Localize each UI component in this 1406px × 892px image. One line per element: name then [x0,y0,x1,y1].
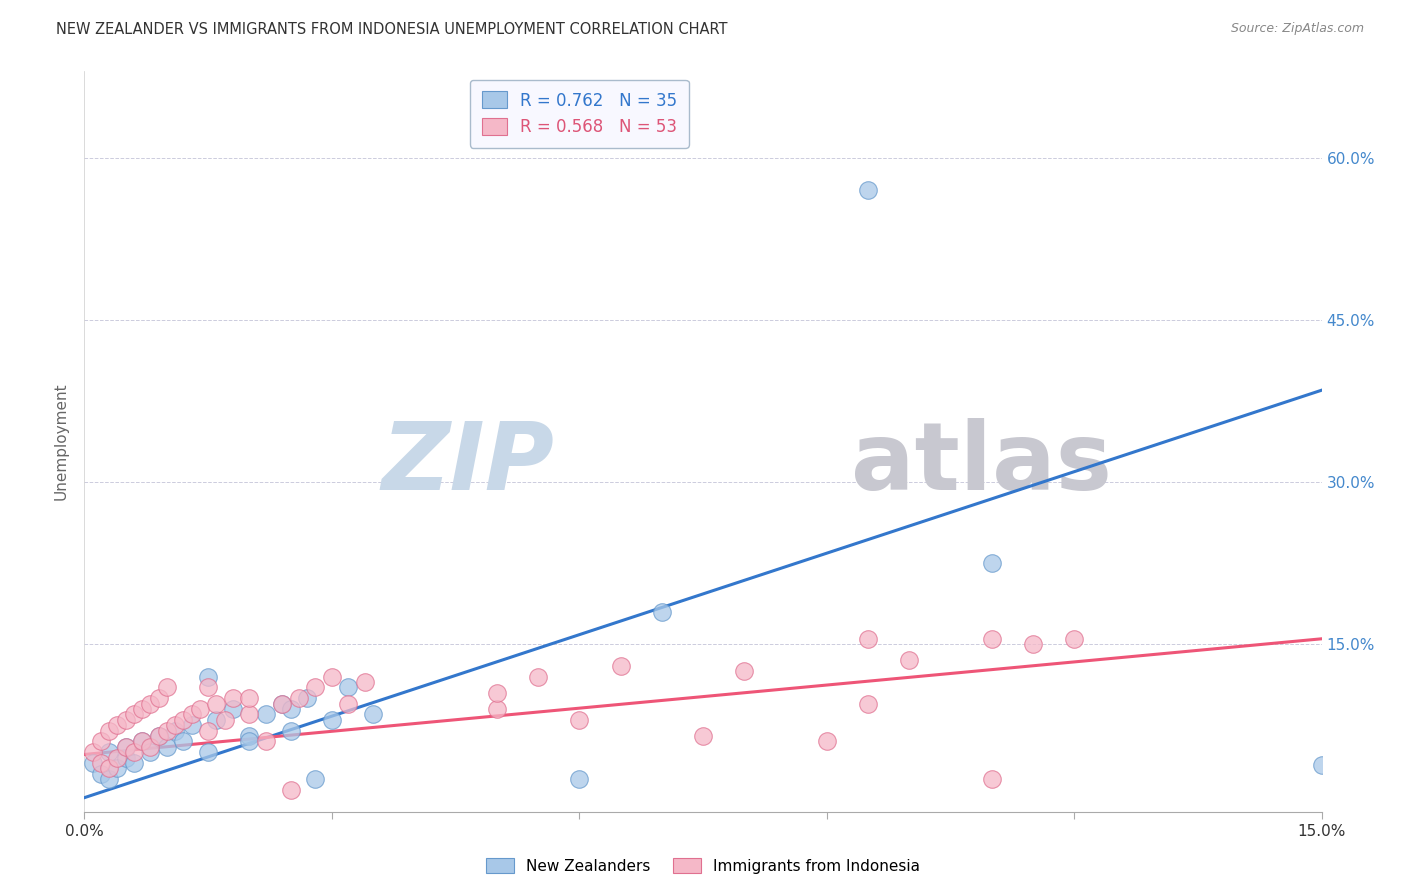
Text: NEW ZEALANDER VS IMMIGRANTS FROM INDONESIA UNEMPLOYMENT CORRELATION CHART: NEW ZEALANDER VS IMMIGRANTS FROM INDONES… [56,22,728,37]
Point [156,739,179,754]
Point [172,734,194,748]
Point [214,713,236,727]
Text: ZIP: ZIP [381,417,554,509]
Point [98,772,121,787]
Point [280,723,302,738]
Text: atlas: atlas [852,417,1112,509]
Point [271,697,294,711]
Point [254,734,277,748]
Point [980,556,1002,570]
Point [82,756,104,770]
Point [122,756,145,770]
Point [238,734,260,748]
Legend: New Zealanders, Immigrants from Indonesia: New Zealanders, Immigrants from Indonesi… [479,852,927,880]
Point [131,734,153,748]
Point [90,756,112,770]
Point [692,729,714,743]
Point [197,745,219,759]
Point [148,691,170,706]
Point [148,729,170,743]
Point [139,739,162,754]
Point [609,658,631,673]
Point [238,691,260,706]
Point [288,691,311,706]
Point [980,772,1002,787]
Point [1310,758,1333,772]
Point [856,697,879,711]
Point [148,729,170,743]
Point [815,734,838,748]
Point [222,691,245,706]
Point [114,713,136,727]
Point [304,681,326,695]
Point [361,707,384,722]
Point [105,762,128,776]
Point [172,713,194,727]
Point [105,718,128,732]
Point [156,723,179,738]
Point [205,713,228,727]
Point [337,681,360,695]
Point [131,734,153,748]
Point [188,702,211,716]
Point [98,745,121,759]
Point [139,697,162,711]
Point [114,739,136,754]
Point [485,702,508,716]
Point [114,750,136,764]
Point [651,605,673,619]
Point [568,772,591,787]
Point [321,713,343,727]
Point [304,772,326,787]
Point [280,783,302,797]
Point [980,632,1002,646]
Point [238,707,260,722]
Point [180,707,202,722]
Point [122,707,145,722]
Point [165,718,187,732]
Point [122,745,145,759]
Point [1063,632,1085,646]
Point [114,739,136,754]
Point [1022,637,1045,651]
Point [90,734,112,748]
Y-axis label: Unemployment: Unemployment [53,383,69,500]
Legend: R = 0.762   N = 35, R = 0.568   N = 53: R = 0.762 N = 35, R = 0.568 N = 53 [470,79,689,148]
Point [90,767,112,781]
Point [295,691,318,706]
Point [485,686,508,700]
Point [180,718,202,732]
Point [98,762,121,776]
Point [197,681,219,695]
Point [222,702,245,716]
Point [131,702,153,716]
Point [337,697,360,711]
Point [733,664,755,678]
Point [856,632,879,646]
Point [271,697,294,711]
Point [856,183,879,197]
Point [527,670,550,684]
Text: Source: ZipAtlas.com: Source: ZipAtlas.com [1230,22,1364,36]
Point [197,723,219,738]
Point [254,707,277,722]
Point [898,653,921,667]
Point [353,675,375,690]
Point [139,745,162,759]
Point [238,729,260,743]
Point [105,750,128,764]
Point [82,745,104,759]
Point [568,713,591,727]
Point [280,702,302,716]
Point [165,723,187,738]
Point [98,723,121,738]
Point [205,697,228,711]
Point [156,681,179,695]
Point [321,670,343,684]
Point [197,670,219,684]
